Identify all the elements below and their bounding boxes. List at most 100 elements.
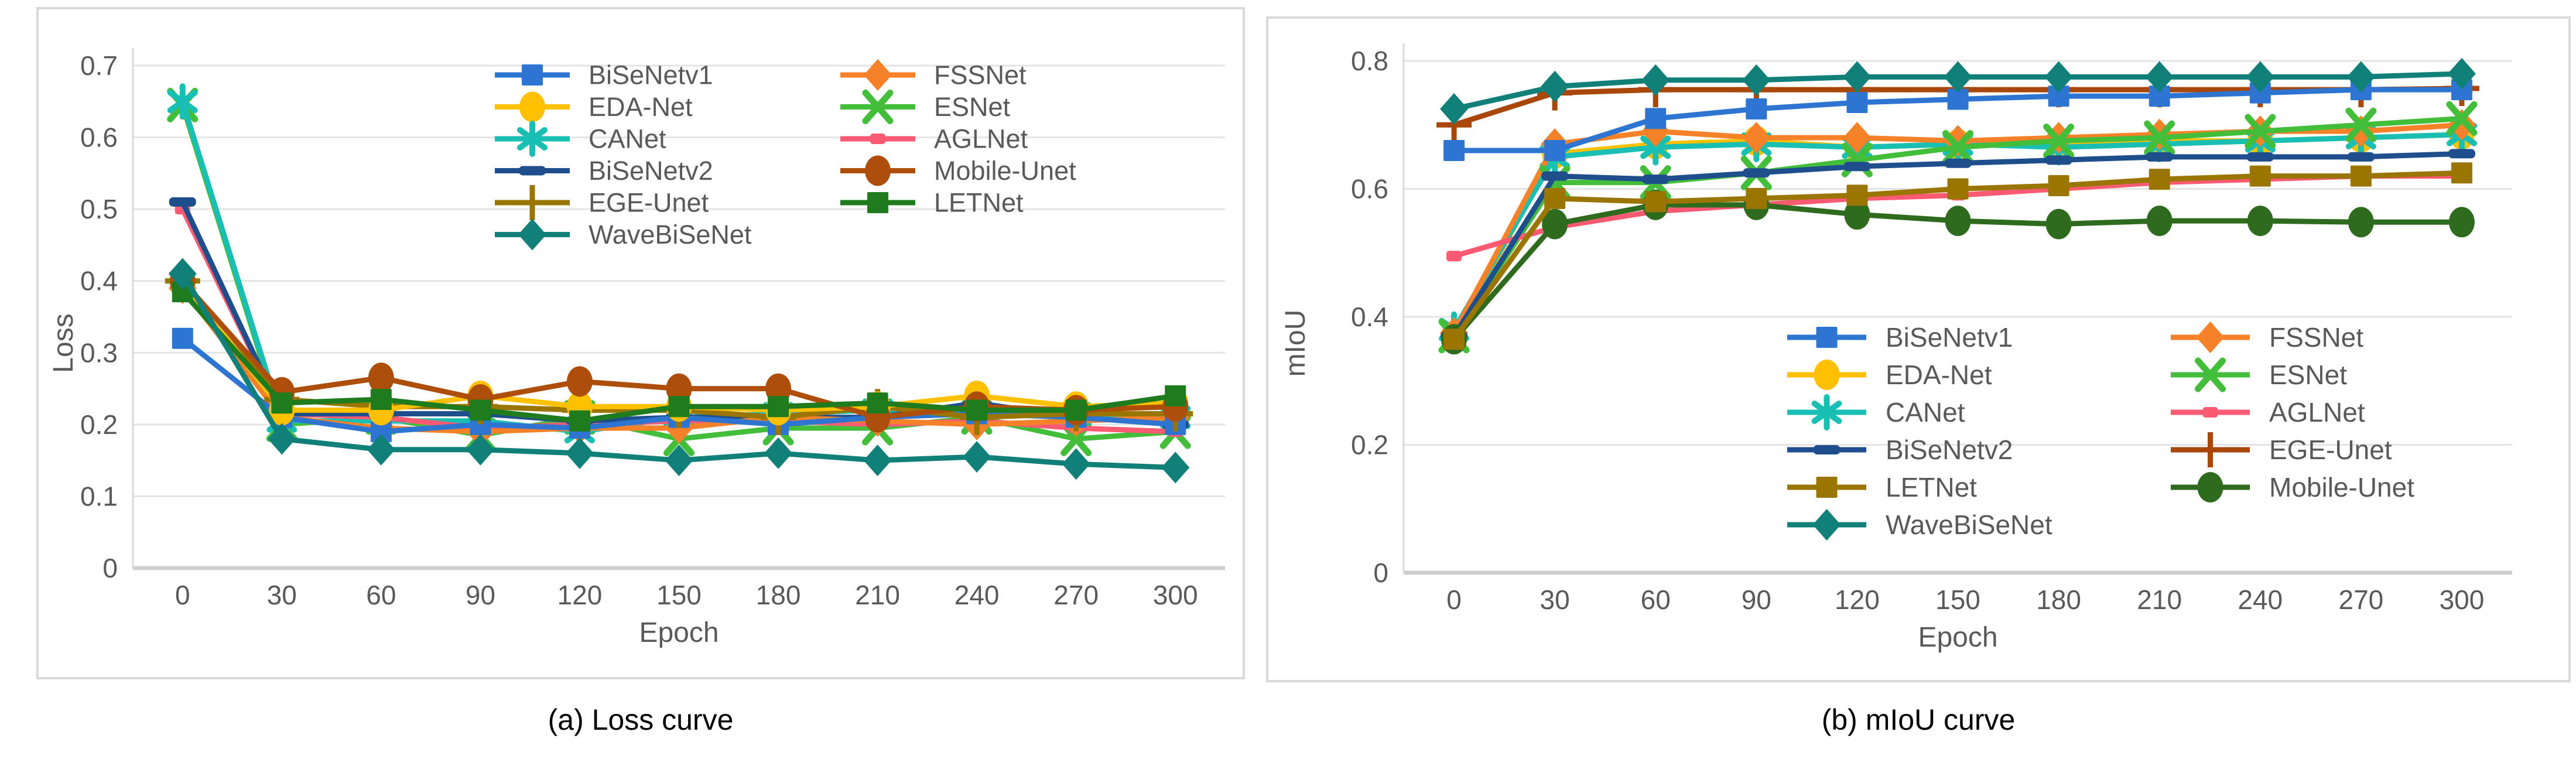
diamond-marker-icon <box>1812 509 1841 541</box>
y-axis-tick-labels: 0 0.2 0.4 0.6 0.8 <box>1351 46 1388 588</box>
square-marker-icon <box>768 396 789 418</box>
square-marker-icon <box>1443 329 1465 350</box>
legend-label: EDA-Net <box>1886 360 1992 390</box>
circle-marker-icon <box>368 363 394 394</box>
circle-marker-icon <box>2197 472 2223 502</box>
legend-label: AGLNet <box>2269 397 2365 428</box>
legend-label: CANet <box>1886 397 1965 428</box>
asterisk-marker-icon <box>1811 394 1842 430</box>
svg-text:300: 300 <box>1153 580 1198 610</box>
square-marker-icon <box>569 410 590 432</box>
square-marker-icon <box>1165 385 1186 406</box>
square-small-marker-icon <box>1446 251 1462 262</box>
legend-label: EGE-Unet <box>2269 435 2392 465</box>
square-marker-icon <box>966 399 988 421</box>
square-marker-icon <box>1645 191 1667 213</box>
svg-text:0.5: 0.5 <box>80 194 118 224</box>
square-marker-icon <box>2149 169 2170 190</box>
svg-text:120: 120 <box>557 580 603 610</box>
svg-text:90: 90 <box>466 580 495 610</box>
dash-marker-icon <box>2246 152 2274 162</box>
legend-label: BiSeNetv2 <box>1886 435 2013 465</box>
circle-marker-icon <box>2348 207 2374 238</box>
svg-text:240: 240 <box>2238 584 2283 615</box>
square-marker-icon <box>2048 175 2069 197</box>
circle-marker-icon <box>1542 208 1568 240</box>
y-axis-title: Loss <box>48 313 79 372</box>
diamond-marker-icon <box>1062 448 1090 480</box>
dash-marker-icon <box>2448 149 2475 159</box>
x-marker-icon <box>2446 101 2478 136</box>
svg-text:300: 300 <box>2440 584 2485 615</box>
circle-marker-icon <box>1814 360 1840 390</box>
svg-text:0.2: 0.2 <box>1351 430 1388 460</box>
svg-text:60: 60 <box>366 580 396 610</box>
circle-marker-icon <box>1844 199 1870 230</box>
svg-text:270: 270 <box>1053 580 1099 610</box>
legend-label: EGE-Unet <box>589 188 709 218</box>
legend-label: Mobile-Unet <box>2269 472 2414 502</box>
square-marker-icon <box>1947 88 1969 110</box>
diamond-marker-icon <box>864 59 892 91</box>
x-marker-icon <box>862 90 894 124</box>
legend-label: CANet <box>589 124 666 154</box>
square-small-marker-icon <box>870 134 885 144</box>
square-marker-icon <box>271 392 293 414</box>
series-LETNet <box>172 281 1186 432</box>
diamond-marker-icon <box>2145 61 2174 93</box>
square-marker-icon <box>1816 477 1838 498</box>
svg-text:30: 30 <box>1540 584 1570 615</box>
svg-text:90: 90 <box>1742 584 1771 615</box>
legend-label: LETNet <box>934 188 1024 218</box>
diamond-marker-icon <box>565 437 594 469</box>
square-marker-icon <box>1746 98 1767 119</box>
legend: BiSeNetv1 EDA-Net CANet BiSeNetv2 LETNet Wave… <box>1787 322 2414 541</box>
y-axis-title: mIoU <box>1280 310 1311 377</box>
square-marker-icon <box>2350 165 2372 187</box>
square-marker-icon <box>1065 399 1087 421</box>
svg-text:240: 240 <box>955 580 1000 610</box>
legend-item-BiSeNetv2: BiSeNetv2 <box>495 156 713 186</box>
miou-chart-panel: 0 0.2 0.4 0.6 0.8 0 30 60 90 120 150 180 210 240 270 30… <box>1266 16 2571 682</box>
dash-marker-icon <box>1541 171 1569 181</box>
diamond-marker-icon <box>2044 61 2073 93</box>
dash-marker-icon <box>1642 175 1670 184</box>
circle-marker-icon <box>2448 207 2475 238</box>
circle-marker-icon <box>2247 206 2273 237</box>
svg-text:60: 60 <box>1641 584 1671 615</box>
gridlines <box>133 64 1225 570</box>
x-axis-title: Epoch <box>1918 622 1997 653</box>
plus-marker-icon <box>515 185 550 220</box>
legend-label: LETNet <box>1886 472 1977 502</box>
square-marker-icon <box>370 421 392 443</box>
svg-text:270: 270 <box>2338 584 2383 615</box>
diamond-marker-icon <box>1541 70 1569 102</box>
dash-marker-icon <box>2347 152 2375 162</box>
svg-text:0.4: 0.4 <box>80 266 118 296</box>
diamond-marker-icon <box>1944 61 1972 93</box>
svg-text:30: 30 <box>267 580 297 610</box>
diamond-marker-icon <box>168 258 197 290</box>
square-marker-icon <box>1645 108 1667 129</box>
miou-chart-svg: 0 0.2 0.4 0.6 0.8 0 30 60 90 120 150 180 210 240 270 30… <box>1266 16 2571 682</box>
legend-label: Mobile-Unet <box>934 156 1076 186</box>
square-marker-icon <box>2048 86 2069 107</box>
circle-marker-icon <box>519 91 545 122</box>
svg-text:0.8: 0.8 <box>1351 46 1388 76</box>
square-marker-icon <box>172 327 193 349</box>
circle-marker-icon <box>865 155 891 186</box>
loss-chart-svg: 0 0.1 0.2 0.3 0.4 0.5 0.6 0.7 0 30 60 90 120 150 180 21… <box>36 7 1245 679</box>
diamond-marker-icon <box>2196 322 2225 353</box>
asterisk-marker-icon <box>167 83 198 120</box>
dash-marker-icon <box>1743 168 1770 178</box>
legend-item-EDA-Net: EDA-Net <box>495 91 693 122</box>
diamond-marker-icon <box>466 433 495 466</box>
legend-item-WaveBiSeNet: WaveBiSeNet <box>1787 509 2052 541</box>
series-LETNet <box>1443 162 2472 350</box>
diamond-marker-icon <box>268 423 296 455</box>
diamond-marker-icon <box>764 437 793 469</box>
square-marker-icon <box>1544 139 1566 161</box>
square-marker-icon <box>2249 165 2271 187</box>
diamond-marker-icon <box>1742 64 1771 96</box>
svg-text:210: 210 <box>2137 584 2182 615</box>
